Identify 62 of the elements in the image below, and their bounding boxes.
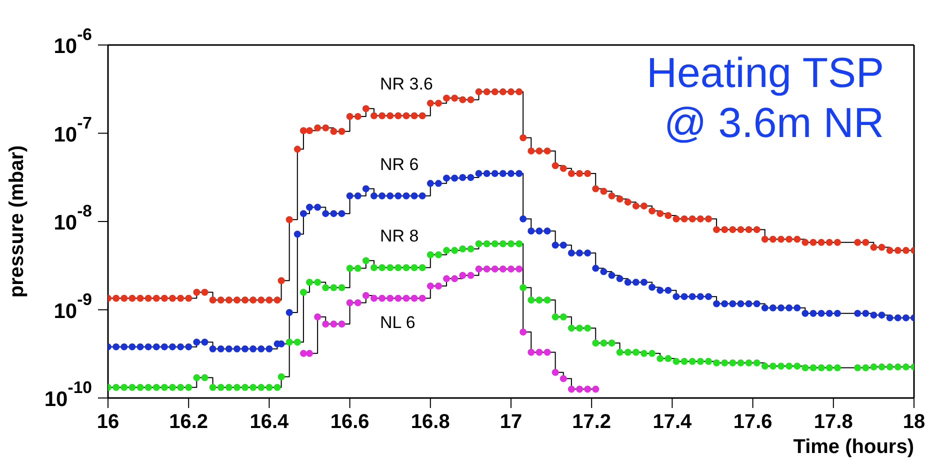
- x-tick-label: 16.8: [410, 411, 450, 433]
- point: [536, 348, 543, 356]
- series-label: NR 6: [380, 154, 419, 174]
- annotation: @ 3.6m NR: [664, 99, 884, 146]
- point: [434, 282, 442, 290]
- x-tick-label: 17.6: [733, 411, 772, 433]
- x-tick-label: 16: [96, 411, 120, 433]
- point: [544, 348, 551, 356]
- point: [402, 294, 410, 302]
- point: [516, 265, 523, 272]
- point: [508, 265, 514, 272]
- point: [475, 265, 482, 272]
- y-tick-label: 10$^{-9}$: [54, 290, 92, 323]
- y-axis-title: pressure (mbar): [6, 145, 28, 298]
- point: [394, 294, 402, 302]
- x-tick-label: 17.2: [572, 411, 612, 433]
- x-tick-label: 16.4: [250, 411, 290, 433]
- point: [592, 386, 600, 393]
- point: [410, 294, 418, 302]
- y-tick-label: 10$^{-10}$: [44, 378, 92, 411]
- point: [322, 320, 330, 328]
- point: [354, 299, 362, 306]
- x-axis-title: Time (hours): [793, 436, 914, 458]
- point: [378, 294, 386, 302]
- series-label: NR 3.6: [380, 74, 433, 94]
- point: [443, 275, 450, 282]
- point: [418, 294, 426, 302]
- point: [306, 350, 313, 357]
- annotation: Heating TSP: [646, 49, 884, 96]
- x-tick-label: 17.8: [814, 411, 853, 433]
- point: [467, 272, 474, 279]
- y-tick-label: 10$^{-8}$: [54, 202, 92, 234]
- point: [560, 375, 567, 382]
- point: [362, 292, 370, 300]
- series-label: NL 6: [380, 313, 416, 332]
- point: [451, 275, 458, 282]
- x-tick-label: 18: [902, 411, 926, 433]
- series-label: NR 8: [380, 226, 419, 246]
- point: [576, 386, 584, 393]
- point: [491, 265, 498, 272]
- point: [370, 294, 378, 302]
- y-tick-label: 10$^{-6}$: [54, 25, 92, 58]
- point: [314, 313, 322, 320]
- point: [426, 282, 434, 290]
- point: [483, 265, 490, 272]
- point: [552, 368, 559, 376]
- point: [528, 348, 535, 356]
- point: [568, 386, 575, 393]
- point: [499, 265, 506, 272]
- point: [386, 294, 394, 302]
- point: [346, 299, 354, 306]
- y-tick-label: 10$^{-7}$: [54, 114, 92, 146]
- point: [520, 328, 527, 336]
- point: [584, 386, 592, 393]
- x-tick-label: 17.4: [652, 411, 693, 433]
- x-tick-label: 17: [500, 411, 522, 433]
- point: [330, 320, 338, 328]
- point: [459, 272, 466, 279]
- point: [300, 350, 307, 357]
- point: [338, 320, 346, 328]
- x-tick-label: 16.2: [169, 411, 208, 433]
- x-tick-label: 16.6: [330, 411, 370, 433]
